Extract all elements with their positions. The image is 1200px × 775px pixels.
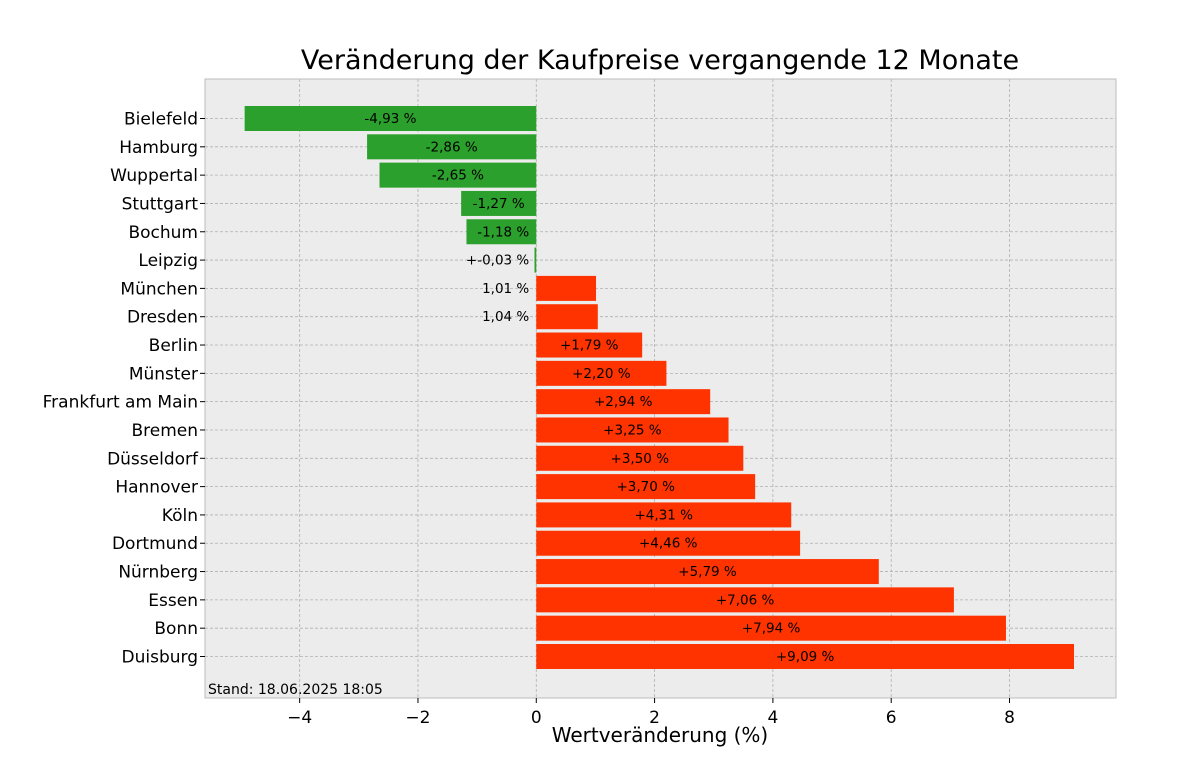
x-tick-label: 4 [767, 708, 778, 728]
data-label: +7,94 % [742, 621, 801, 637]
data-label: +9,09 % [776, 649, 835, 665]
bar-10 [536, 389, 711, 415]
category-label: Dresden [127, 308, 198, 328]
bar-5 [534, 247, 537, 273]
data-label: -4,93 % [364, 111, 416, 127]
data-label: +2,20 % [572, 366, 631, 382]
bar-2 [379, 162, 537, 188]
chart-title: Veränderung der Kaufpreise vergangende 1… [301, 45, 1019, 76]
bar-0 [244, 106, 537, 131]
bar-19 [536, 644, 1074, 669]
x-tick-label: 2 [649, 708, 660, 728]
category-label: Nürnberg [118, 563, 198, 583]
category-label: Hannover [115, 478, 198, 498]
bar-6 [536, 275, 597, 301]
x-tick-label: −2 [405, 708, 430, 728]
bar-9 [536, 360, 667, 386]
data-label: +1,79 % [560, 338, 619, 354]
category-label: Münster [129, 364, 198, 384]
bar-15 [536, 530, 801, 556]
bar-7 [536, 304, 598, 330]
x-tick-label: −4 [287, 708, 312, 728]
category-label: Duisburg [122, 648, 199, 668]
bar-13 [536, 474, 756, 500]
category-label: Bremen [131, 421, 198, 441]
x-tick-label: 0 [531, 708, 542, 728]
category-label: Leipzig [138, 251, 198, 271]
bar-18 [536, 615, 1006, 641]
bar-17 [536, 587, 954, 613]
category-label: Köln [162, 506, 198, 526]
bars [244, 106, 1074, 669]
data-label: 1,01 % [482, 281, 529, 297]
data-label: -2,65 % [432, 168, 484, 184]
category-label: Wuppertal [110, 166, 198, 186]
x-tick-label: 6 [886, 708, 897, 728]
plot-frame [204, 78, 1117, 699]
data-label: +7,06 % [716, 592, 775, 608]
category-label: Essen [148, 591, 198, 611]
bar-1 [367, 134, 537, 160]
category-label: Düsseldorf [107, 449, 199, 469]
bar-8 [536, 332, 643, 358]
category-label: Bochum [128, 223, 198, 243]
data-label: -2,86 % [426, 139, 478, 155]
data-label: +3,70 % [616, 479, 675, 495]
bar-16 [536, 559, 879, 585]
data-label: +-0,03 % [466, 253, 530, 269]
bar-4 [466, 219, 537, 245]
bar-3 [461, 190, 537, 216]
data-label: +5,79 % [678, 564, 737, 580]
category-label: München [120, 279, 198, 299]
data-label: +3,50 % [611, 451, 670, 467]
category-label: Hamburg [119, 138, 198, 158]
bar-12 [536, 445, 744, 471]
x-tick-label: 8 [1004, 708, 1015, 728]
category-label: Dortmund [112, 534, 198, 554]
x-axis-label: Wertveränderung (%) [552, 723, 769, 747]
data-label: +2,94 % [594, 394, 653, 410]
data-label: 1,04 % [482, 309, 529, 325]
bar-11 [536, 417, 729, 443]
category-label: Berlin [149, 336, 198, 356]
data-label: +4,31 % [635, 507, 694, 523]
data-label: +4,46 % [639, 536, 698, 552]
category-label: Frankfurt am Main [43, 393, 198, 413]
category-labels: Bielefeld Hamburg Wuppertal Stuttgart Bochum… [43, 110, 205, 668]
data-labels: -4,93 % -2,86 % -2,65 % -1,27 % -1,18 % +-0,0… [364, 111, 834, 665]
x-ticks: −4 −2 0 2 4 6 8 [287, 698, 1015, 728]
category-label: Stuttgart [122, 194, 199, 214]
data-label: -1,27 % [473, 196, 525, 212]
category-label: Bonn [154, 619, 198, 639]
bar-14 [536, 502, 792, 528]
category-label: Bielefeld [124, 110, 198, 130]
data-label: +3,25 % [603, 422, 662, 438]
timestamp-annotation: Stand: 18.06.2025 18:05 [208, 682, 383, 698]
data-label: -1,18 % [477, 224, 529, 240]
